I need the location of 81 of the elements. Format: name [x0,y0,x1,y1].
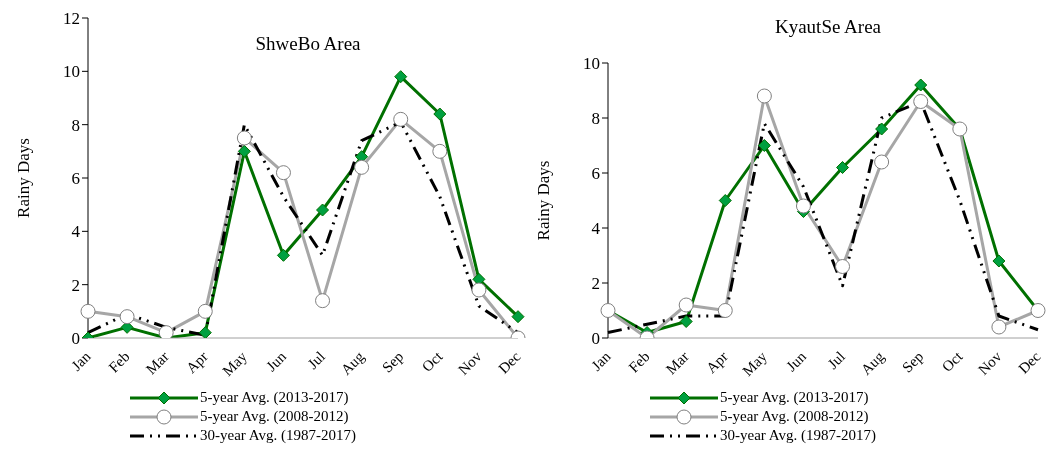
point [991,319,1007,335]
legend-label: 5-year Avg. (2008-2012) [720,407,869,426]
point [394,70,408,84]
x-tick-label: Mar [662,348,692,378]
x-tick-label: Nov [974,348,1005,378]
point [757,139,771,152]
x-tick-label: Feb [625,348,653,376]
legend-label: 30-year Avg. (1987-2017) [200,426,356,445]
x-tick-label: May [219,347,251,380]
legend-label: 30-year Avg. (1987-2017) [720,426,876,445]
x-tick-label: Oct [938,347,967,375]
point [316,203,330,217]
legend-label: 5-year Avg. (2013-2017) [720,388,869,407]
point [756,88,772,104]
y-tick-label: 10 [63,62,80,82]
x-tick-label: Jun [263,347,290,375]
x-tick-label: Jun [783,347,810,375]
x-tick-label: Aug [857,348,888,378]
point [198,326,212,338]
x-tick-label: Sep [379,348,407,376]
point [992,254,1006,268]
x-tick-label: May [739,347,771,380]
x-tick-label: Jul [304,348,329,373]
y-tick-label: 12 [63,9,80,29]
x-tick-label: Apr [183,348,211,377]
x-tick-label: Jan [68,347,95,374]
point [874,154,890,170]
point [472,272,486,286]
point [875,122,889,136]
text: ShweBo Area [254,33,362,55]
x-tick-label: Sep [899,348,927,376]
y-axis-title: Rainy Days [534,160,554,241]
legend-label: 5-year Avg. (2013-2017) [200,388,349,407]
point [679,315,693,328]
point [718,194,732,207]
point [913,94,929,109]
y-axis-title: Rainy Days [14,138,34,218]
point [836,161,850,174]
x-tick-label: Apr [703,348,731,377]
y-tick-label: 8 [591,109,600,129]
point [795,198,811,214]
legend-label: 5-year Avg. (2008-2012) [200,407,349,426]
y-tick-label: 4 [71,222,81,242]
point [433,107,447,121]
x-tick-label: Jan [588,347,615,374]
point [158,325,174,338]
y-tick-label: 2 [591,274,600,294]
point [237,144,251,158]
point [393,111,409,127]
point [914,78,928,92]
x-tick-label: Jul [824,348,849,373]
point [197,303,213,319]
y-tick-label: 6 [71,169,80,189]
y-tick-label: 0 [591,329,600,349]
point [236,130,252,146]
chart-title: KyautSe Area [773,16,883,38]
point [80,303,96,319]
y-tick-label: 4 [591,219,601,239]
point [315,293,331,309]
point [717,303,733,318]
point [119,309,135,325]
x-tick-label: Mar [142,348,172,378]
point [276,248,290,262]
y-tick-label: 0 [71,329,80,349]
x-tick-label: Feb [105,348,133,376]
point [354,159,370,175]
x-tick-label: Oct [418,347,447,375]
x-tick-label: Dec [495,348,524,377]
x-tick-label: Dec [1015,348,1044,377]
point [432,143,448,159]
point [835,259,851,274]
x-tick-label: Nov [454,348,485,378]
y-tick-label: 8 [71,115,80,135]
y-tick-label: 2 [71,275,80,295]
point [275,165,291,181]
y-tick-label: 10 [583,54,600,74]
point [511,310,525,324]
point [678,297,694,313]
x-tick-label: Aug [337,348,368,378]
y-tick-label: 6 [591,164,600,184]
point [471,282,487,298]
